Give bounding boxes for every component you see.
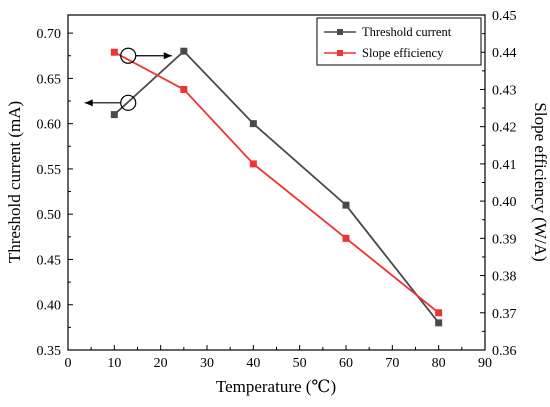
- left-y-tick-label: 0.40: [37, 299, 62, 314]
- data-point-threshold-current: [180, 47, 188, 55]
- x-tick-label: 10: [107, 356, 121, 371]
- data-point-threshold-current: [249, 120, 257, 128]
- series-line-slope-efficiency: [113, 51, 440, 314]
- data-point-threshold-current: [110, 111, 118, 119]
- x-tick-label: 30: [200, 356, 214, 371]
- legend-label-threshold-current: Threshold current: [362, 25, 452, 39]
- x-tick-label: 70: [385, 356, 399, 371]
- left-y-axis-title: Threshold current (mA): [5, 101, 24, 263]
- right-y-tick-label: 0.41: [492, 158, 517, 173]
- data-point-slope-efficiency: [342, 234, 350, 242]
- plot-frame: [67, 14, 486, 351]
- x-axis-ticks: 0 10 20 30 40 50 60 70 80 90: [65, 345, 492, 371]
- legend-box: [316, 17, 482, 66]
- left-y-tick-label: 0.60: [37, 118, 62, 133]
- annotation-arrow-head: [163, 52, 172, 60]
- left-y-tick-label: 0.55: [37, 163, 62, 178]
- annotation-layer: [84, 47, 172, 111]
- data-point-slope-efficiency: [435, 309, 443, 317]
- annotation-arrow-head: [84, 99, 93, 107]
- right-y-tick-label: 0.39: [492, 232, 517, 247]
- legend-marker-threshold-current: [337, 29, 343, 35]
- x-tick-label: 0: [65, 356, 72, 371]
- data-point-threshold-current: [435, 319, 443, 327]
- right-y-axis-title: Slope efficiency (W/A): [531, 102, 550, 261]
- right-y-tick-label: 0.42: [492, 121, 517, 136]
- series-line-threshold-current: [113, 49, 440, 324]
- left-y-tick-label: 0.50: [37, 208, 62, 223]
- x-tick-label: 80: [432, 356, 446, 371]
- left-y-tick-label: 0.35: [37, 344, 62, 359]
- x-tick-label: 20: [154, 356, 168, 371]
- right-y-tick-label: 0.38: [492, 270, 517, 285]
- data-point-slope-efficiency: [180, 85, 188, 93]
- left-y-axis-ticks: 0.35 0.40 0.45 0.50 0.55 0.60 0.65 0.70: [37, 27, 73, 359]
- x-tick-label: 50: [293, 356, 307, 371]
- annotation-circle: [120, 94, 137, 111]
- x-tick-label: 60: [339, 356, 353, 371]
- right-y-axis-ticks: 0.36 0.37 0.38 0.39 0.40 0.41 0.42 0.43 0.44 0.45: [480, 9, 517, 359]
- right-y-tick-label: 0.36: [492, 344, 517, 359]
- left-y-tick-label: 0.65: [37, 72, 62, 87]
- data-point-slope-efficiency: [249, 160, 257, 168]
- annotation-circle: [120, 47, 137, 64]
- x-tick-label: 40: [246, 356, 260, 371]
- right-y-tick-label: 0.43: [492, 83, 517, 98]
- x-tick-label: 90: [478, 356, 492, 371]
- x-axis-title: Temperature (℃): [216, 377, 336, 396]
- right-y-tick-label: 0.40: [492, 195, 517, 210]
- right-y-tick-label: 0.45: [492, 9, 517, 24]
- left-y-tick-label: 0.70: [37, 27, 62, 42]
- right-y-tick-label: 0.37: [492, 307, 517, 322]
- legend: Threshold current Slope efficiency: [316, 17, 482, 66]
- data-point-slope-efficiency: [110, 48, 118, 56]
- legend-label-slope-efficiency: Slope efficiency: [362, 46, 444, 60]
- legend-marker-slope-efficiency: [337, 50, 343, 56]
- data-point-threshold-current: [342, 201, 350, 209]
- left-y-tick-label: 0.45: [37, 253, 62, 268]
- right-y-tick-label: 0.44: [492, 46, 517, 61]
- series-layer: [110, 47, 443, 327]
